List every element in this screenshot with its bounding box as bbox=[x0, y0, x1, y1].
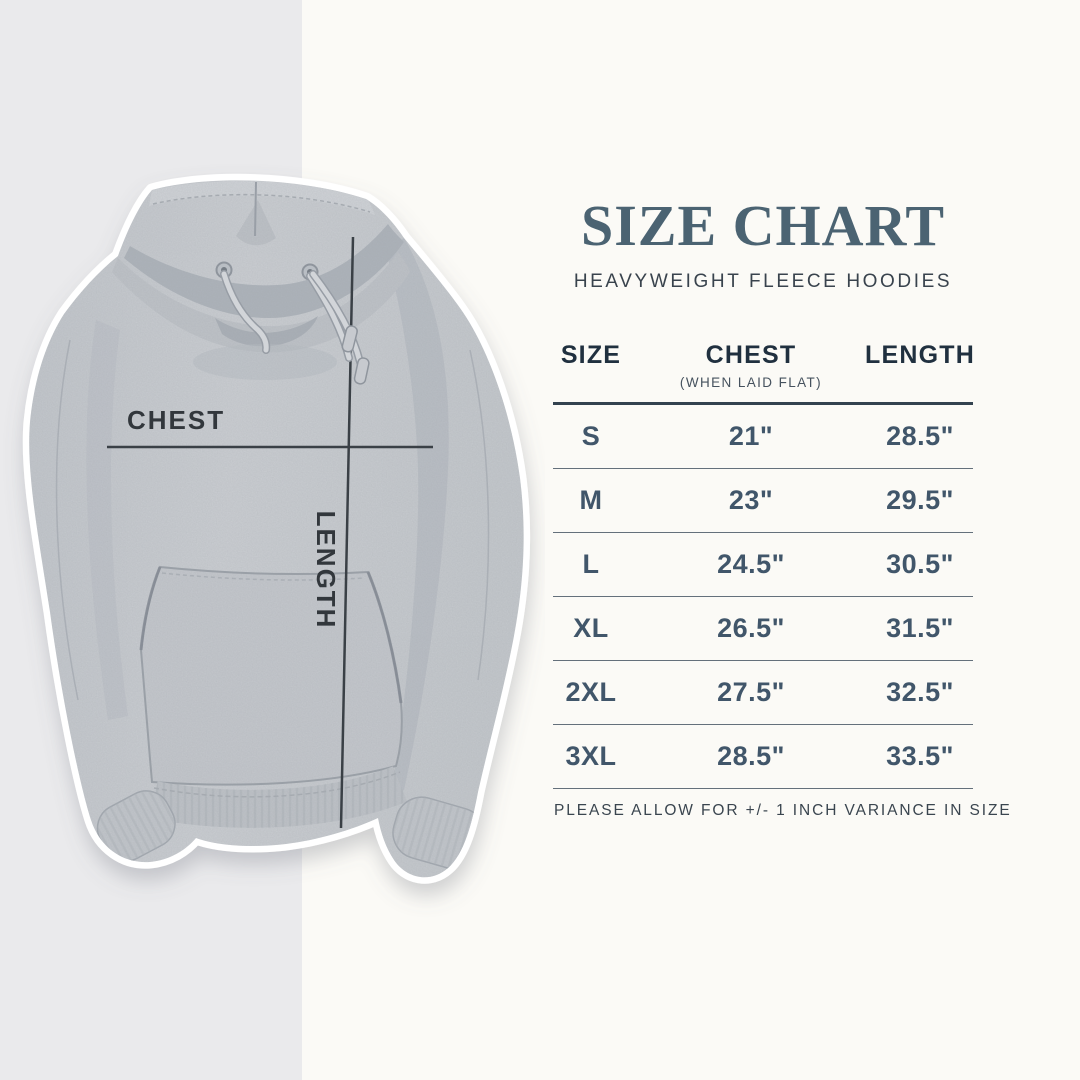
size-cell: L bbox=[582, 549, 600, 579]
chest-cell: 28.5" bbox=[717, 741, 785, 771]
table-header-row: SIZE CHEST LENGTH bbox=[553, 341, 974, 371]
column-header-size: SIZE bbox=[560, 341, 622, 369]
size-chart-panel: SIZE CHART HEAVYWEIGHT FLEECE HOODIES SI… bbox=[553, 0, 1010, 1080]
chest-cell: 24.5" bbox=[717, 549, 785, 579]
chest-cell: 23" bbox=[728, 485, 774, 515]
size-cell: 3XL bbox=[565, 741, 617, 771]
chest-cell: 27.5" bbox=[717, 677, 785, 707]
length-cell: 33.5" bbox=[886, 741, 954, 771]
drawstrings bbox=[215, 261, 370, 385]
length-cell: 29.5" bbox=[886, 485, 954, 515]
size-cell: XL bbox=[573, 613, 609, 643]
length-cell: 28.5" bbox=[886, 421, 954, 451]
length-cell: 32.5" bbox=[886, 677, 954, 707]
length-label: LENGTH bbox=[311, 511, 341, 630]
table-row: L 24.5" 30.5" bbox=[553, 533, 973, 597]
length-cell: 31.5" bbox=[886, 613, 954, 643]
table-row: 2XL 27.5" 32.5" bbox=[553, 661, 973, 725]
hoodie-illustration: CHEST LENGTH bbox=[22, 173, 531, 884]
chest-cell: 26.5" bbox=[717, 613, 785, 643]
table-row: S 21" 28.5" bbox=[553, 405, 973, 469]
chest-label: CHEST bbox=[127, 405, 225, 435]
column-header-chest: CHEST bbox=[705, 341, 797, 369]
hoodie-measurement-figure: CHEST LENGTH bbox=[22, 173, 531, 884]
size-cell: S bbox=[581, 421, 601, 451]
variance-note: PLEASE ALLOW FOR +/- 1 INCH VARIANCE IN … bbox=[554, 802, 1012, 819]
size-table: S 21" 28.5" M 23" 29.5" L 24.5" 30.5" XL… bbox=[553, 402, 973, 789]
chest-subnote: (WHEN LAID FLAT) bbox=[679, 375, 823, 390]
length-cell: 30.5" bbox=[886, 549, 954, 579]
column-header-length: LENGTH bbox=[865, 341, 975, 369]
page-subtitle: HEAVYWEIGHT FLEECE HOODIES bbox=[573, 271, 953, 292]
table-row: 3XL 28.5" 33.5" bbox=[553, 725, 973, 789]
table-row: M 23" 29.5" bbox=[553, 469, 973, 533]
table-row: XL 26.5" 31.5" bbox=[553, 597, 973, 661]
size-cell: 2XL bbox=[565, 677, 617, 707]
page-title: SIZE CHART bbox=[580, 193, 946, 258]
size-cell: M bbox=[579, 485, 603, 515]
chest-cell: 21" bbox=[728, 421, 774, 451]
